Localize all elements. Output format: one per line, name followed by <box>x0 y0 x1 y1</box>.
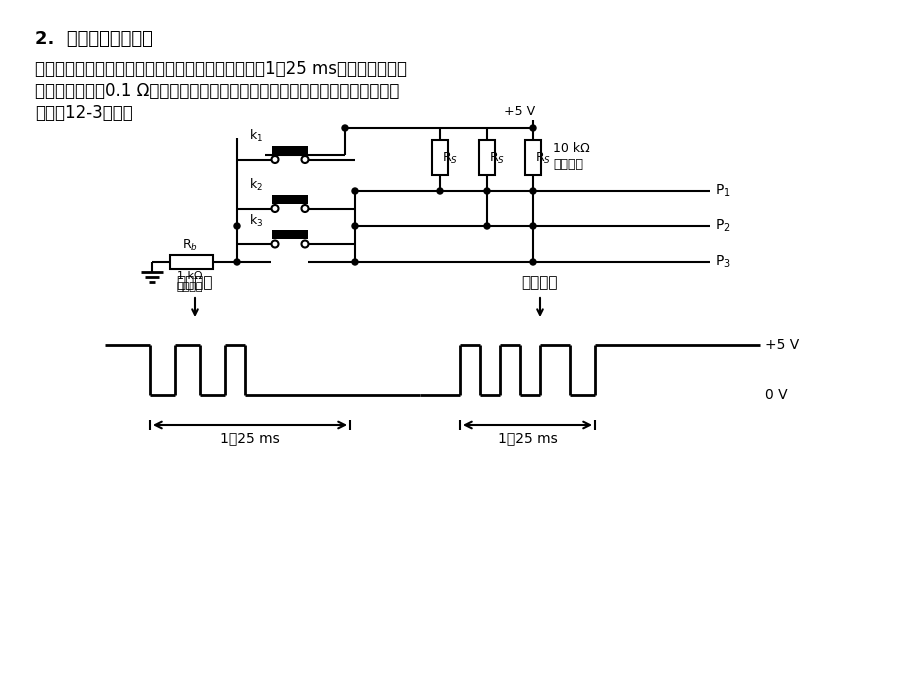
Circle shape <box>529 223 536 229</box>
Circle shape <box>233 259 240 265</box>
Text: 按键的抖动与按键的质量有关，一般质量的按键常有1～25 ms的抖动时间，按: 按键的抖动与按键的质量有关，一般质量的按键常有1～25 ms的抖动时间，按 <box>35 60 406 78</box>
Text: 2.  按键抖动消除电路: 2. 按键抖动消除电路 <box>35 30 153 48</box>
Circle shape <box>529 125 536 131</box>
Text: R$_S$: R$_S$ <box>441 150 458 166</box>
Circle shape <box>483 223 490 229</box>
Bar <box>272 195 308 204</box>
Text: R$_S$: R$_S$ <box>535 150 550 166</box>
Circle shape <box>529 188 536 194</box>
Text: 按键按下: 按键按下 <box>176 275 213 290</box>
Bar <box>525 140 540 175</box>
Bar <box>170 255 213 269</box>
Circle shape <box>352 259 357 265</box>
Circle shape <box>352 223 357 229</box>
Text: 1 kΩ: 1 kΩ <box>177 271 202 281</box>
Bar <box>272 146 308 155</box>
Text: 0 V: 0 V <box>765 388 787 402</box>
Text: 1～25 ms: 1～25 ms <box>497 431 557 445</box>
Text: 键闭合时电阻为0.1 Ω，断开时电阻为无穷大。具有上拉电阻的按键抖动过程波: 键闭合时电阻为0.1 Ω，断开时电阻为无穷大。具有上拉电阻的按键抖动过程波 <box>35 82 399 100</box>
Text: k$_2$: k$_2$ <box>249 177 263 193</box>
Circle shape <box>352 188 357 194</box>
Bar <box>432 140 448 175</box>
Text: 形如图12-3所示。: 形如图12-3所示。 <box>35 104 132 122</box>
Circle shape <box>529 259 536 265</box>
Text: k$_1$: k$_1$ <box>249 128 263 144</box>
Text: 上拉电阻: 上拉电阻 <box>552 158 583 171</box>
Circle shape <box>342 125 347 131</box>
Text: +5 V: +5 V <box>765 338 799 352</box>
Bar <box>272 230 308 239</box>
Text: 按键释放: 按键释放 <box>521 275 558 290</box>
Bar <box>479 140 494 175</box>
Circle shape <box>437 188 443 194</box>
Text: P$_1$: P$_1$ <box>714 183 730 199</box>
Text: P$_3$: P$_3$ <box>714 254 730 270</box>
Text: +5 V: +5 V <box>504 105 535 118</box>
Text: R$_S$: R$_S$ <box>489 150 505 166</box>
Text: R$_b$: R$_b$ <box>182 238 198 253</box>
Text: P$_2$: P$_2$ <box>714 218 730 234</box>
Circle shape <box>233 223 240 229</box>
Text: 1～25 ms: 1～25 ms <box>220 431 279 445</box>
Text: k$_3$: k$_3$ <box>248 213 263 229</box>
Text: 10 kΩ: 10 kΩ <box>552 142 589 155</box>
Circle shape <box>483 188 490 194</box>
Text: 保护电阻: 保护电阻 <box>176 282 203 292</box>
